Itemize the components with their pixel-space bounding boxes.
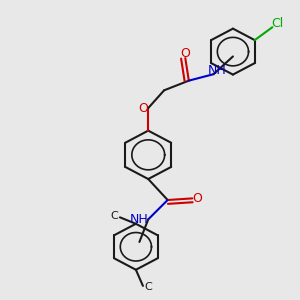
Text: O: O xyxy=(138,102,148,115)
Text: Cl: Cl xyxy=(272,17,284,31)
Text: NH: NH xyxy=(208,64,226,77)
Text: O: O xyxy=(180,47,190,60)
Text: C: C xyxy=(144,283,152,292)
Text: O: O xyxy=(193,192,202,205)
Text: C: C xyxy=(111,211,119,221)
Text: NH: NH xyxy=(130,213,149,226)
